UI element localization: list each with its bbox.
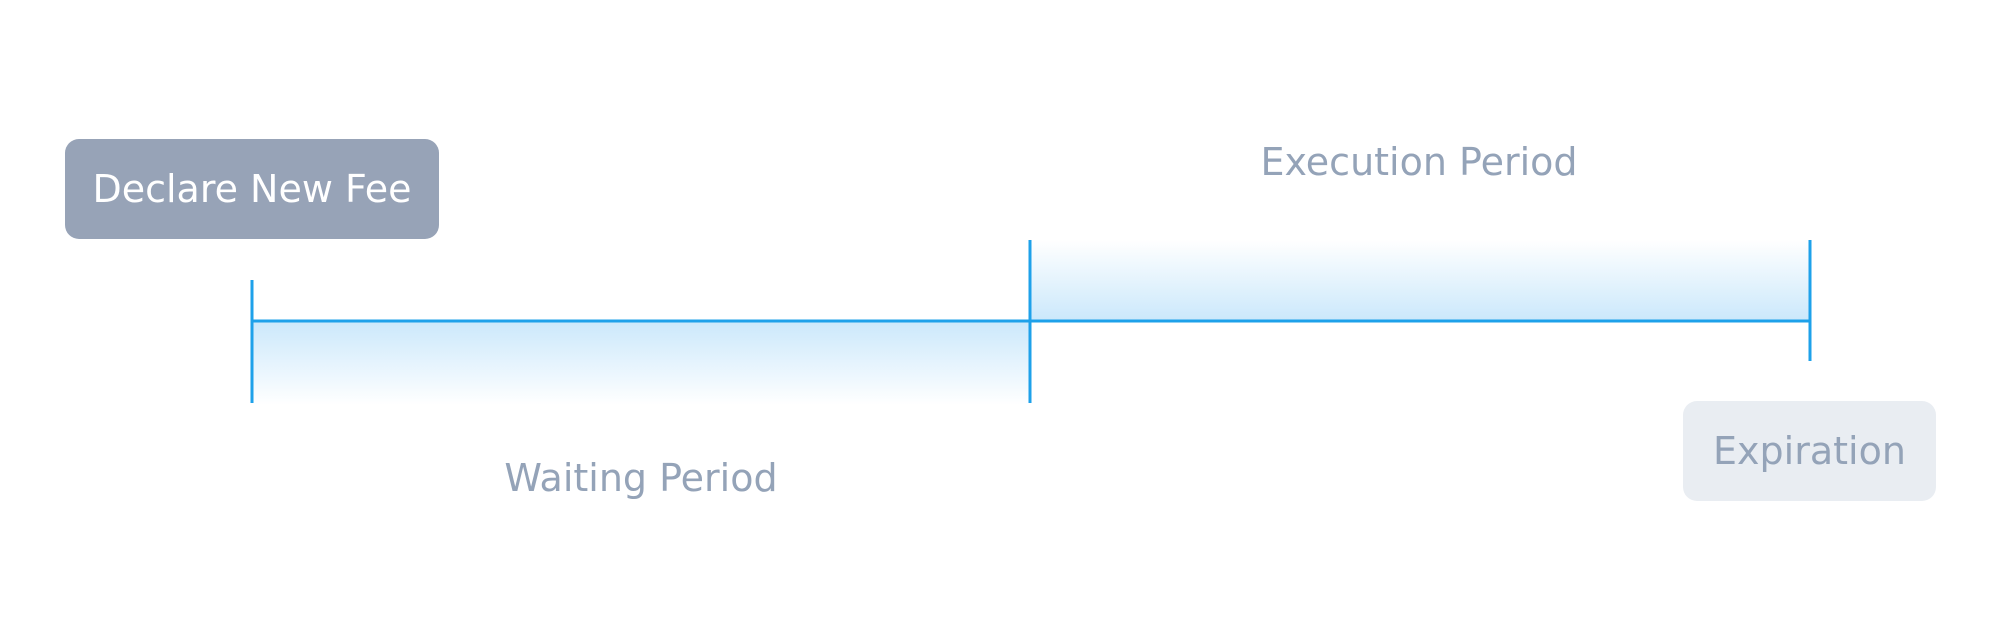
execution-period-label: Execution Period [1260, 140, 1578, 184]
expiration-marker: Expiration [1683, 401, 1936, 501]
waiting-period-band [252, 321, 1030, 405]
expiration-label: Expiration [1713, 429, 1906, 473]
declare-new-fee-marker: Declare New Fee [65, 139, 439, 239]
declare-new-fee-label: Declare New Fee [92, 167, 412, 211]
execution-period-band [1030, 240, 1809, 321]
waiting-period-label: Waiting Period [504, 456, 778, 500]
